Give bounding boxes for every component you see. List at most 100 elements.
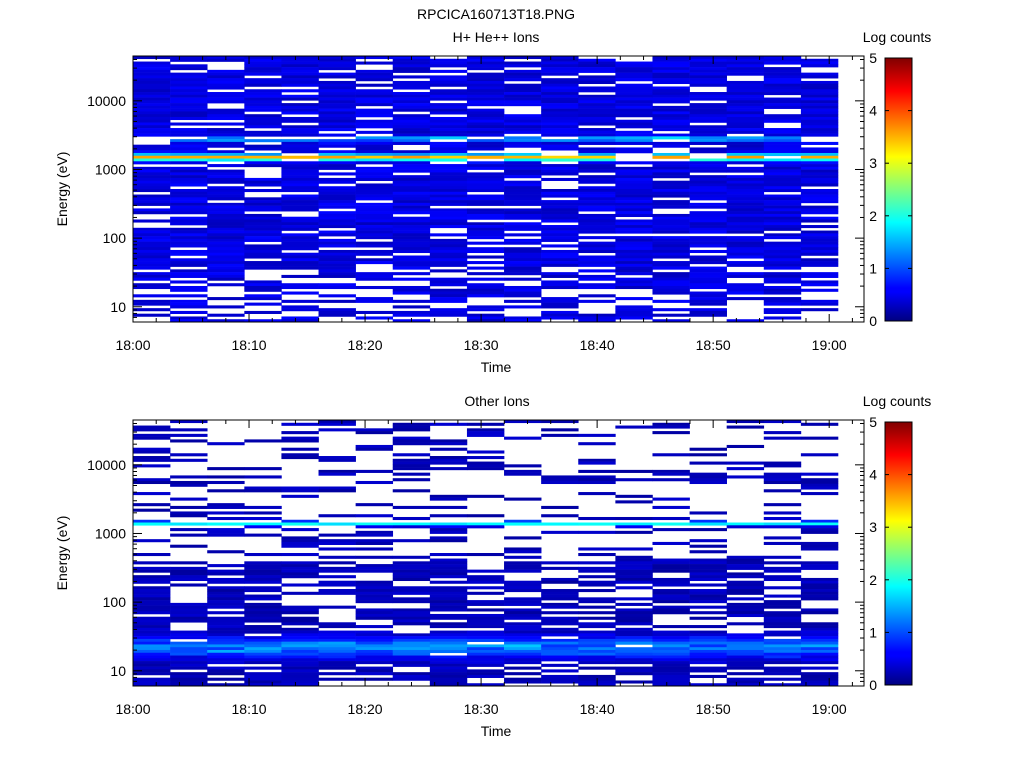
heatmap-cell — [392, 249, 431, 254]
heatmap-cell — [392, 672, 431, 676]
heatmap-cell — [726, 475, 765, 479]
heatmap-cell — [244, 147, 282, 151]
heatmap-cell — [318, 94, 356, 98]
heatmap-cell — [800, 233, 839, 237]
heatmap-cell — [281, 649, 319, 654]
heatmap-cell — [133, 100, 171, 104]
heatmap-cell — [355, 216, 394, 220]
colorbar-label-h-he: Log counts — [863, 29, 932, 45]
heatmap-cell — [244, 505, 282, 509]
heatmap-cell — [726, 425, 765, 429]
heatmap-cell — [429, 280, 468, 284]
heatmap-cell — [578, 458, 616, 462]
heatmap-cell — [726, 136, 765, 140]
heatmap-cell — [133, 539, 171, 543]
heatmap-cell — [726, 444, 765, 449]
heatmap-cell — [281, 225, 319, 229]
heatmap-cell — [207, 669, 245, 673]
heatmap-cell — [578, 475, 616, 479]
heatmap-cell — [355, 611, 394, 615]
heatmap-cell — [170, 663, 208, 667]
heatmap-cell — [466, 313, 505, 317]
heatmap-cell — [392, 658, 431, 662]
heatmap-cell — [170, 641, 208, 645]
heatmap-cell — [763, 147, 802, 151]
heatmap-cell — [244, 202, 282, 206]
heatmap-cell — [281, 456, 319, 460]
heatmap-cell — [170, 222, 208, 226]
heatmap-cell — [541, 233, 579, 237]
heatmap-cell — [800, 119, 839, 123]
heatmap-cell — [429, 164, 468, 168]
heatmap-cell — [392, 241, 431, 245]
heatmap-cell — [133, 308, 171, 312]
heatmap-cell — [689, 191, 727, 195]
heatmap-cell — [615, 194, 653, 198]
heatmap-cell — [726, 252, 765, 256]
heatmap-cell — [615, 222, 653, 226]
heatmap-cell — [726, 216, 765, 220]
heatmap-cell — [170, 616, 208, 620]
heatmap-cell — [133, 172, 171, 176]
heatmap-cell — [763, 169, 802, 173]
heatmap-cell — [466, 211, 505, 215]
heatmap-cell — [763, 272, 802, 276]
heatmap-cell — [318, 111, 356, 115]
heatmap-cell — [281, 150, 319, 154]
heatmap-cell — [355, 316, 394, 320]
heatmap-cell — [504, 547, 542, 551]
heatmap-cell — [170, 305, 208, 309]
heatmap-cell — [281, 641, 319, 645]
heatmap-cell — [466, 111, 505, 115]
heatmap-cell — [429, 219, 468, 223]
heatmap-cell — [281, 672, 319, 676]
heatmap-cell — [281, 233, 319, 237]
heatmap-cell — [133, 161, 171, 165]
heatmap-cell — [355, 566, 394, 570]
heatmap-cell — [244, 103, 282, 107]
heatmap-cell — [466, 288, 505, 292]
heatmap-cell — [429, 144, 468, 148]
heatmap-cell — [800, 525, 839, 529]
heatmap-cell — [726, 238, 765, 242]
heatmap-cell — [541, 597, 579, 601]
heatmap-cell — [244, 641, 282, 645]
heatmap-cell — [133, 503, 171, 507]
heatmap-cell — [504, 233, 542, 237]
heatmap-cell — [244, 233, 282, 237]
heatmap-cell — [318, 180, 356, 184]
heatmap-cell — [133, 644, 171, 648]
heatmap-cell — [615, 655, 653, 659]
heatmap-cell — [429, 189, 468, 193]
heatmap-cell — [800, 219, 839, 223]
heatmap-cell — [466, 155, 505, 159]
heatmap-cell — [504, 291, 542, 295]
y-tick-label: 100 — [103, 230, 127, 246]
heatmap-cell — [244, 155, 282, 159]
heatmap-cell — [578, 269, 616, 273]
heatmap-cell — [355, 130, 394, 134]
heatmap-cell — [170, 269, 208, 273]
heatmap-cell — [133, 566, 171, 570]
heatmap-cell — [466, 569, 505, 573]
heatmap-cell — [170, 139, 208, 143]
heatmap-cell — [429, 422, 468, 426]
heatmap-cell — [429, 200, 468, 204]
heatmap-cell — [392, 128, 431, 132]
heatmap-cell — [466, 422, 505, 426]
heatmap-cell — [652, 72, 690, 76]
heatmap-other — [133, 420, 839, 687]
heatmap-cell — [244, 661, 282, 665]
heatmap-cell — [578, 69, 616, 73]
heatmap-cell — [466, 316, 505, 320]
heatmap-cell — [133, 194, 171, 198]
heatmap-cell — [281, 141, 319, 145]
heatmap-cell — [281, 105, 319, 109]
heatmap-cell — [466, 114, 505, 118]
heatmap-cell — [763, 641, 802, 645]
heatmap-cell — [652, 655, 690, 659]
heatmap-cell — [763, 291, 802, 295]
heatmap-cell — [207, 652, 245, 656]
heatmap-cell — [429, 191, 468, 195]
